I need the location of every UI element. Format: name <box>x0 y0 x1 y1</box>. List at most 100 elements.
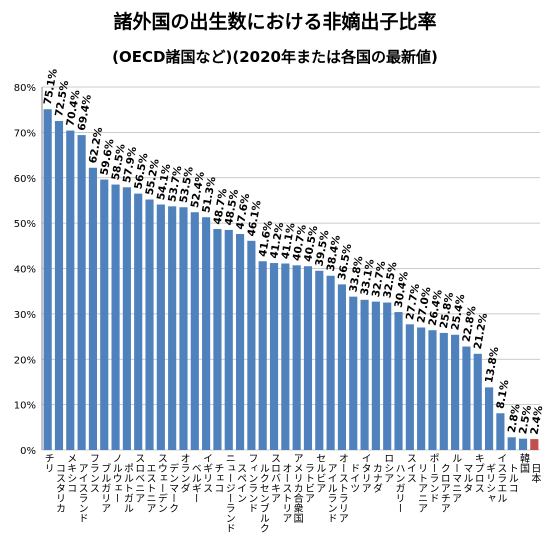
x-tick-label: ポーランド <box>427 453 439 503</box>
data-label: 2.8% <box>506 403 523 434</box>
data-label: 2.5% <box>517 404 534 435</box>
x-tick-label: ニュージーランド <box>223 453 234 533</box>
bar <box>360 299 369 450</box>
x-tick-label: アメリカ合衆国 <box>291 453 303 524</box>
bar <box>224 229 233 450</box>
bar <box>122 187 131 450</box>
bar <box>484 387 494 450</box>
bar <box>134 193 143 450</box>
bar <box>156 204 165 450</box>
bar <box>303 266 313 450</box>
x-tick-label: ベルギー <box>189 463 201 503</box>
bar <box>77 135 86 450</box>
y-tick-label: 10% <box>14 401 36 412</box>
x-tick-label: クロアチア <box>438 463 449 513</box>
x-tick-label: デンマーク <box>167 462 179 513</box>
bar <box>281 263 290 450</box>
x-tick-label: ポルトガル <box>121 463 133 513</box>
bar <box>530 439 539 450</box>
chart-title: 諸外国の出生数における非嫡出子比率 <box>113 10 436 33</box>
x-tick-label: チリ <box>42 453 53 473</box>
x-tick-label: コスタリカ <box>53 463 65 513</box>
bar <box>439 332 448 450</box>
bar <box>145 199 154 450</box>
data-label: 8.1% <box>495 379 512 410</box>
x-tick-label: 韓国 <box>518 453 530 474</box>
y-tick-label: 40% <box>14 265 36 276</box>
bar <box>54 121 64 450</box>
bar <box>292 265 301 450</box>
bar <box>111 184 120 450</box>
bar <box>190 212 199 450</box>
bar <box>43 109 52 450</box>
x-tick-label: ラトビア <box>302 463 313 503</box>
bar <box>100 179 109 450</box>
x-tick-label: ハンガリー <box>393 463 405 513</box>
bar <box>496 413 505 450</box>
bar <box>269 263 279 450</box>
x-tick-label: イスラエル <box>495 453 507 503</box>
x-tick-label: イギリス <box>201 453 213 493</box>
bar <box>383 302 392 450</box>
data-label: 13.8% <box>483 345 501 383</box>
x-tick-label: オーストラリア <box>336 453 347 523</box>
x-tick-label: アイスランド <box>76 463 88 523</box>
data-label: 2.4% <box>528 404 545 435</box>
bar <box>349 296 358 450</box>
bar <box>417 327 426 450</box>
chart-subtitle: (OECD諸国など)(2020年または各国の最新値) <box>112 48 438 66</box>
bar <box>394 312 403 450</box>
x-tick-label: イタリア <box>359 453 371 493</box>
bar <box>518 438 528 450</box>
y-tick-label: 20% <box>14 355 36 366</box>
bar <box>507 437 516 450</box>
x-tick-label: ブルガリア <box>99 462 111 513</box>
y-tick-label: 50% <box>14 219 36 230</box>
bar <box>88 167 98 450</box>
x-tick-label: スロバキア <box>269 453 281 503</box>
x-tick-label: トルコ <box>506 463 518 493</box>
bar <box>179 207 188 450</box>
x-tick-label: メキシコ <box>65 453 76 493</box>
y-tick-label: 60% <box>14 174 36 185</box>
x-tick-label: カナダ <box>370 463 382 493</box>
x-tick-label: マルタ <box>461 463 473 493</box>
x-tick-label: 日本 <box>529 463 541 484</box>
bar <box>371 301 380 450</box>
x-tick-label: オランダ <box>178 453 190 493</box>
x-tick-label: キプロス <box>472 453 483 493</box>
x-tick-label: セルビア <box>314 453 326 493</box>
bar <box>168 206 177 450</box>
bar <box>213 229 222 450</box>
bar <box>428 330 437 450</box>
bar <box>247 240 256 450</box>
x-tick-label: フランス <box>87 453 98 493</box>
x-tick-label: ドイツ <box>348 463 360 493</box>
y-tick-label: 0% <box>20 446 36 457</box>
x-tick-label: ノルウェー <box>110 453 122 503</box>
x-tick-label: スイス <box>404 453 416 483</box>
x-tick-label: アイルランド <box>325 463 337 523</box>
x-tick-label: スウェーデン <box>155 453 167 513</box>
bar <box>326 275 335 450</box>
x-tick-label: エストニア <box>144 463 156 513</box>
bar <box>315 270 324 450</box>
y-tick-label: 30% <box>14 310 36 321</box>
bar <box>202 217 211 450</box>
y-tick-label: 70% <box>14 128 36 139</box>
x-tick-label: スロベニア <box>133 453 145 503</box>
bar <box>473 353 482 450</box>
bar <box>66 130 75 450</box>
x-tick-label: ルクセンブルク <box>257 463 269 533</box>
bar <box>462 346 471 450</box>
x-tick-label: リトアニア <box>416 463 427 513</box>
x-tick-label: フィンランド <box>246 453 257 513</box>
x-tick-label: チェコ <box>212 463 223 493</box>
x-tick-label: ギリシャ <box>484 463 495 503</box>
bar <box>258 261 267 450</box>
bar <box>235 234 245 450</box>
x-tick-label: スペイン <box>235 463 247 503</box>
y-tick-label: 80% <box>14 83 36 94</box>
x-tick-label: オーストリア <box>280 463 291 523</box>
